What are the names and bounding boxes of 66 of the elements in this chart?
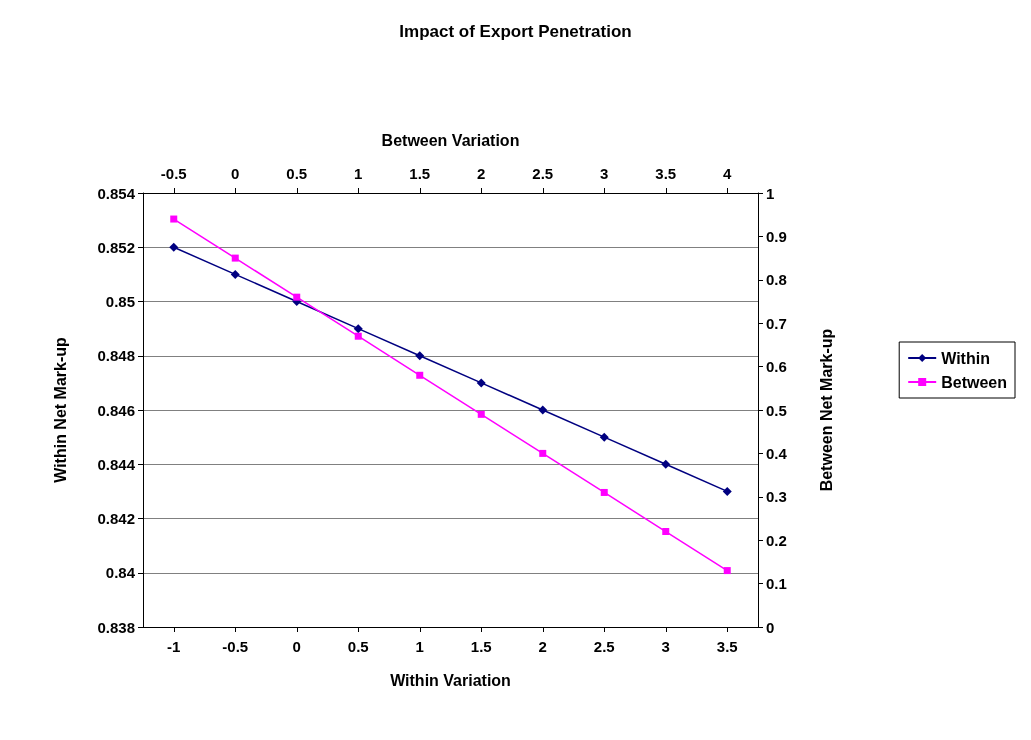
x-axis-title: Within Variation [390,671,511,689]
point [293,293,301,301]
x-tick-label: 3.5 [716,638,738,655]
y2-tick-label: 0.8 [766,271,787,289]
x-tick-label: -0.5 [222,638,249,655]
y2-tick-label: 0.9 [766,227,787,245]
y-axis-title: Within Net Mark-up [51,336,69,483]
x2-tick-label: 3 [600,165,609,182]
point [476,378,486,388]
point [170,215,178,223]
point [477,410,485,418]
point [230,269,240,279]
point [353,324,363,334]
x-tick-label: 2 [538,638,547,655]
x2-tick-label: 1.5 [409,165,431,182]
x2-tick-label: 0.5 [286,165,308,182]
y2-tick-label: 1 [766,184,775,202]
y2-tick-label: 0.1 [766,575,787,593]
point [539,449,547,457]
y-tick-label: 0.838 [97,618,135,636]
x2-tick-label: 4 [723,165,733,182]
y-tick-label: 0.844 [97,455,136,473]
legend-label: Between [941,373,1007,391]
x2-tick-label: 1 [354,165,363,182]
x-tick-label: 0.5 [347,638,369,655]
x2-tick-label: -0.5 [160,165,187,182]
y2-tick-label: 0.7 [766,314,787,332]
y-tick-label: 0.852 [97,238,135,256]
x-tick-label: -1 [167,638,181,655]
legend-label: Within [941,349,990,367]
y2-tick-label: 0.6 [766,358,787,376]
y2-tick-label: 0 [766,618,775,636]
x2-tick-label: 0 [231,165,240,182]
y-tick-label: 0.854 [97,184,136,202]
y-tick-label: 0.842 [97,510,135,527]
point [231,254,239,262]
point [600,488,608,496]
y2-axis-title: Between Net Mark-up [817,328,835,492]
x2-tick-label: 2.5 [532,165,554,182]
y-tick-label: 0.85 [105,293,135,310]
y2-tick-label: 0.2 [766,531,787,549]
x2-axis-title: Between Variation [381,131,520,149]
point [662,528,670,536]
point [723,567,731,575]
y-tick-label: 0.84 [105,564,136,582]
x-tick-label: 3 [661,638,670,655]
x-tick-label: 1.5 [470,638,492,655]
x-tick-label: 0 [292,638,301,655]
y2-tick-label: 0.5 [766,401,787,419]
y2-tick-label: 0.3 [766,488,787,506]
point [416,371,424,379]
chart-title: Impact of Export Penetration [399,22,632,41]
y2-tick-label: 0.4 [766,444,788,462]
y-tick-label: 0.848 [97,347,135,365]
x-tick-label: 1 [415,638,424,655]
x2-tick-label: 3.5 [655,165,677,182]
x-tick-label: 2.5 [593,638,615,655]
point [722,486,732,496]
point [538,405,548,415]
point [169,242,179,252]
point [354,332,362,340]
point [415,351,425,361]
point [599,432,609,442]
point [661,459,671,469]
y-tick-label: 0.846 [97,401,135,419]
x2-tick-label: 2 [477,165,486,182]
